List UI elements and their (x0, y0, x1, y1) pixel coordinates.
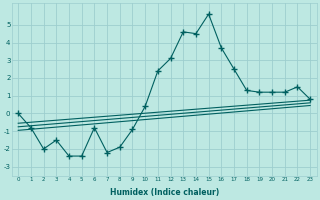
X-axis label: Humidex (Indice chaleur): Humidex (Indice chaleur) (109, 188, 219, 197)
